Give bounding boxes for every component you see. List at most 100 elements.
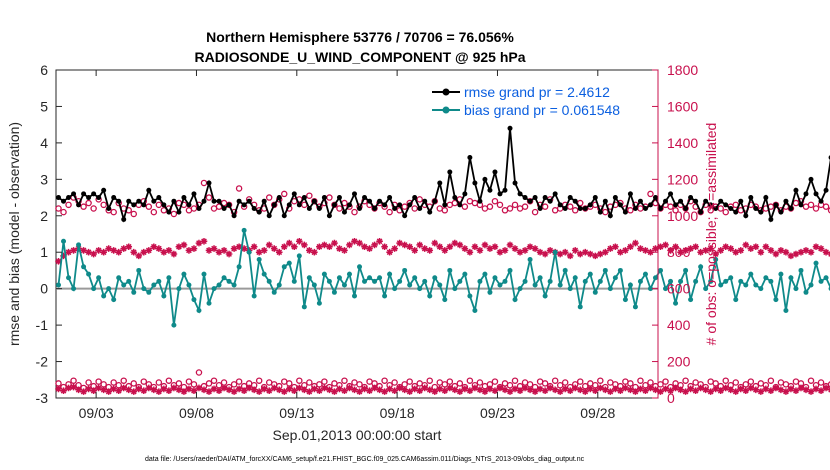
- bias-point: [562, 267, 568, 273]
- obs-assimilated-point: [772, 250, 780, 258]
- obs-assimilated-point: [275, 248, 283, 256]
- bias-point: [482, 271, 488, 277]
- x-tick-label: 09/28: [580, 405, 615, 421]
- y-right-tick-label: 1200: [667, 171, 698, 187]
- obs-possible-low-point: [255, 377, 263, 384]
- obs-possible-point: [627, 207, 634, 214]
- legend-rmse-marker: [442, 88, 450, 96]
- obs-possible-point: [647, 190, 654, 198]
- obs-assimilated-low-point: [326, 386, 333, 394]
- obs-assimilated-point: [441, 247, 449, 254]
- rmse-point: [758, 209, 764, 215]
- obs-assimilated-low-point: [220, 384, 228, 392]
- obs-assimilated-point: [301, 241, 308, 249]
- obs-possible-point: [541, 203, 549, 210]
- obs-assimilated-point: [210, 245, 218, 252]
- bias-point: [437, 282, 443, 288]
- y-right-tick-label: 600: [667, 281, 691, 297]
- obs-assimilated-low-point: [792, 387, 800, 395]
- obs-assimilated-point: [747, 245, 755, 252]
- x-axis-label: Sep.01,2013 00:00:00 start: [273, 427, 442, 443]
- obs-assimilated-point: [662, 241, 669, 249]
- obs-possible-low-point: [541, 380, 549, 387]
- obs-assimilated-low-point: [65, 384, 72, 392]
- rmse-point: [818, 198, 824, 204]
- obs-assimilated-point: [496, 248, 504, 256]
- obs-assimilated-low-point: [401, 386, 408, 394]
- obs-possible-low-point: [391, 379, 398, 386]
- obs-assimilated-low-point: [145, 384, 153, 392]
- bias-point: [753, 282, 759, 288]
- bias-point: [357, 264, 363, 270]
- bias-point: [567, 286, 573, 292]
- bias-point: [221, 275, 227, 281]
- rmse-point: [407, 202, 413, 208]
- obs-possible-point: [496, 201, 504, 209]
- obs-possible-low-point: [296, 377, 303, 384]
- obs-assimilated-low-point: [556, 388, 564, 395]
- obs-assimilated-low-point: [607, 388, 614, 395]
- bias-point: [472, 308, 478, 314]
- obs-assimilated-point: [521, 247, 529, 254]
- obs-possible-low-point: [441, 381, 449, 388]
- obs-possible-low-point: [426, 377, 433, 384]
- obs-assimilated-point: [331, 239, 338, 247]
- obs-assimilated-low-point: [280, 388, 288, 395]
- bias-point: [487, 289, 493, 295]
- rmse-point: [116, 198, 122, 204]
- obs-possible-low-point: [767, 377, 775, 384]
- obs-assimilated-low-point: [531, 388, 539, 395]
- rmse-point: [176, 209, 182, 215]
- obs-assimilated-low-point: [215, 387, 223, 395]
- obs-possible-low-point: [120, 377, 127, 384]
- obs-assimilated-point: [536, 248, 544, 256]
- obs-possible-point: [311, 197, 318, 205]
- y-right-tick-label: 1400: [667, 135, 698, 151]
- rmse-point: [316, 205, 322, 211]
- obs-assimilated-low-point: [55, 385, 62, 393]
- obs-possible-low-point: [561, 379, 569, 386]
- bias-point: [336, 275, 342, 281]
- rmse-point: [497, 191, 503, 197]
- obs-assimilated-point: [541, 250, 549, 258]
- bias-point: [592, 289, 598, 295]
- bias-point: [668, 278, 674, 284]
- obs-assimilated-point: [727, 245, 735, 252]
- obs-assimilated-low-point: [135, 385, 143, 393]
- bias-point: [151, 282, 157, 288]
- legend-bias-label: bias grand pr = 0.061548: [464, 102, 620, 118]
- obs-assimilated-point: [381, 243, 388, 251]
- obs-assimilated-point: [607, 245, 614, 252]
- rmse-point: [266, 213, 272, 219]
- obs-assimilated-point: [70, 247, 77, 254]
- rmse-point: [457, 202, 463, 208]
- obs-assimilated-low-point: [446, 384, 454, 392]
- rmse-point: [492, 169, 498, 175]
- rmse-point: [738, 198, 744, 204]
- rmse-point: [372, 205, 378, 211]
- obs-possible-low-point: [556, 381, 564, 389]
- obs-assimilated-low-point: [195, 384, 203, 392]
- obs-possible-low-point: [506, 381, 514, 389]
- rmse-point: [652, 195, 658, 201]
- bias-point: [698, 264, 704, 270]
- obs-assimilated-low-point: [627, 386, 634, 394]
- rmse-point: [482, 176, 488, 182]
- rmse-point: [793, 187, 799, 193]
- bias-point: [617, 267, 623, 273]
- rmse-point: [56, 195, 62, 201]
- obs-assimilated-low-point: [341, 387, 348, 395]
- obs-assimilated-point: [677, 248, 684, 256]
- obs-assimilated-low-point: [376, 386, 383, 394]
- bias-point: [582, 278, 588, 284]
- plot-area: [55, 69, 659, 399]
- rmse-point: [763, 195, 769, 201]
- obs-assimilated-low-point: [391, 387, 398, 395]
- obs-assimilated-point: [185, 247, 193, 254]
- rmse-point: [196, 205, 202, 211]
- obs-possible-point: [55, 205, 62, 212]
- obs-assimilated-low-point: [110, 385, 117, 393]
- obs-assimilated-point: [326, 243, 333, 251]
- obs-assimilated-point: [777, 247, 785, 254]
- obs-assimilated-point: [431, 239, 439, 247]
